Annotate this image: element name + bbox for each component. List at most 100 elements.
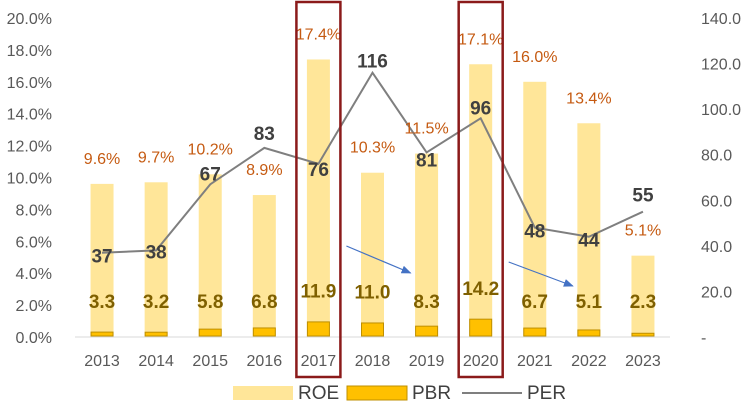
left-tick-label: 12.0% bbox=[7, 139, 52, 156]
roe-data-label: 10.2% bbox=[188, 141, 233, 158]
pbr-data-label: 5.1 bbox=[576, 292, 603, 313]
left-tick-label: 10.0% bbox=[7, 171, 52, 188]
roe-data-label: 5.1% bbox=[625, 223, 661, 240]
x-tick-label: 2015 bbox=[192, 353, 228, 370]
left-tick-label: 4.0% bbox=[16, 266, 52, 283]
trend-arrows bbox=[346, 245, 574, 287]
left-tick-label: 20.0% bbox=[7, 11, 52, 28]
roe-bar bbox=[577, 123, 601, 338]
left-tick-label: 16.0% bbox=[7, 75, 52, 92]
x-tick-label: 2014 bbox=[138, 353, 174, 370]
highlight-box bbox=[295, 0, 342, 379]
right-tick-label: 40.0 bbox=[701, 239, 732, 256]
roe-data-label: 8.9% bbox=[246, 162, 282, 179]
pbr-data-label: 3.2 bbox=[143, 292, 169, 313]
x-tick-label: 2022 bbox=[571, 353, 607, 370]
per-data-label: 76 bbox=[308, 160, 329, 181]
pbr-data-label: 6.7 bbox=[522, 292, 548, 313]
roe-data-label: 10.3% bbox=[350, 140, 395, 157]
roe-bar bbox=[361, 172, 384, 337]
roe-bar bbox=[90, 183, 114, 337]
roe-data-label: 16.0% bbox=[512, 49, 557, 66]
legend-pbr-label: PBR bbox=[412, 383, 451, 404]
per-data-label: 67 bbox=[200, 164, 221, 185]
pbr-data-label: 2.3 bbox=[630, 292, 656, 313]
pbr-data-label: 8.3 bbox=[413, 292, 439, 313]
roe-data-label: 11.5% bbox=[404, 121, 448, 138]
x-tick-label: 2023 bbox=[625, 353, 661, 370]
right-tick-label: 100.0 bbox=[701, 102, 741, 119]
per-line bbox=[102, 70, 644, 254]
x-tick-label: 2021 bbox=[517, 353, 553, 370]
per-data-label: 81 bbox=[416, 150, 438, 171]
per-data-label: 83 bbox=[254, 124, 275, 145]
left-tick-label: 18.0% bbox=[7, 43, 52, 60]
right-tick-label: 60.0 bbox=[701, 193, 732, 210]
roe-bar bbox=[198, 174, 222, 337]
pbr-bar bbox=[252, 327, 276, 337]
legend-pbr-swatch bbox=[346, 385, 408, 401]
left-tick-label: 0.0% bbox=[16, 330, 52, 347]
x-tick-label: 2013 bbox=[84, 353, 120, 370]
trend-arrow bbox=[508, 261, 574, 287]
pbr-data-label: 11.9 bbox=[300, 281, 336, 302]
x-tick-label: 2020 bbox=[463, 353, 499, 370]
pbr-bars bbox=[90, 318, 655, 337]
roe-data-label: 9.6% bbox=[84, 151, 120, 168]
pbr-bar bbox=[198, 328, 222, 337]
x-axis: 2013 2014 2015 2016 2017 2018 2019 2020 2021 2022… bbox=[75, 336, 670, 370]
roe-data-label: 17.1% bbox=[458, 31, 503, 48]
roe-bar bbox=[631, 255, 655, 337]
roe-bar bbox=[306, 59, 330, 337]
highlight-boxes bbox=[295, 0, 504, 379]
right-tick-label: 20.0 bbox=[701, 284, 732, 301]
roe-data-label: 9.7% bbox=[138, 149, 174, 166]
pbr-bar bbox=[577, 329, 601, 337]
left-tick-label: 8.0% bbox=[16, 202, 52, 219]
left-tick-label: 2.0% bbox=[16, 298, 52, 315]
roe-bar bbox=[144, 182, 168, 337]
roe-labels: 9.6% 9.7% 10.2% 8.9% 17.4% 10.3% 11.5% 17.1% 16.… bbox=[84, 26, 661, 239]
left-tick-label: 14.0% bbox=[7, 107, 52, 124]
x-tick-label: 2018 bbox=[355, 353, 391, 370]
per-line-path bbox=[102, 70, 644, 254]
per-data-label: 44 bbox=[578, 231, 600, 252]
legend-per-label: PER bbox=[527, 383, 566, 404]
roe-bar bbox=[252, 195, 276, 337]
left-tick-label: 6.0% bbox=[16, 234, 52, 251]
pbr-data-label: 3.3 bbox=[89, 292, 115, 313]
roe-bars bbox=[90, 59, 655, 338]
pbr-bar bbox=[90, 331, 114, 337]
x-tick-label: 2019 bbox=[409, 353, 445, 370]
highlight-box bbox=[457, 0, 504, 379]
roe-data-label: 17.4% bbox=[296, 26, 341, 43]
right-tick-label: 80.0 bbox=[701, 148, 732, 165]
right-tick-label: 140.0 bbox=[701, 11, 741, 28]
right-tick-label: 120.0 bbox=[701, 57, 741, 74]
pbr-bar bbox=[469, 318, 493, 337]
roe-bar bbox=[469, 64, 493, 337]
right-axis: - 20.0 40.0 60.0 80.0 100.0 120.0 140.0 bbox=[701, 11, 741, 347]
roe-bar bbox=[523, 81, 547, 337]
per-data-label: 38 bbox=[146, 242, 167, 263]
pbr-data-label: 14.2 bbox=[462, 279, 499, 300]
left-axis: 0.0% 2.0% 4.0% 6.0% 8.0% 10.0% 12.0% 14.0% 16.0%… bbox=[7, 11, 52, 347]
pbr-bar bbox=[306, 321, 330, 337]
per-data-label: 37 bbox=[91, 247, 112, 268]
pbr-data-label: 6.8 bbox=[251, 292, 277, 313]
legend-roe-swatch bbox=[233, 386, 293, 400]
per-data-label: 48 bbox=[524, 222, 545, 243]
pbr-data-label: 5.8 bbox=[197, 292, 223, 313]
legend-roe-label: ROE bbox=[298, 383, 339, 404]
pbr-bar bbox=[144, 331, 168, 337]
right-tick-label: - bbox=[701, 330, 706, 347]
per-data-label: 55 bbox=[632, 186, 654, 207]
per-labels: 37 38 67 83 76 116 81 96 48 44 55 bbox=[91, 52, 653, 268]
roe-data-label: 13.4% bbox=[566, 90, 611, 107]
roe-bar bbox=[415, 153, 439, 337]
pbr-bar bbox=[631, 332, 655, 337]
pbr-labels: 3.3 3.2 5.8 6.8 11.9 11.0 8.3 14.2 6.7 5.1 2.3 bbox=[89, 279, 656, 313]
trend-arrow bbox=[346, 245, 412, 274]
pbr-bar bbox=[361, 322, 384, 337]
